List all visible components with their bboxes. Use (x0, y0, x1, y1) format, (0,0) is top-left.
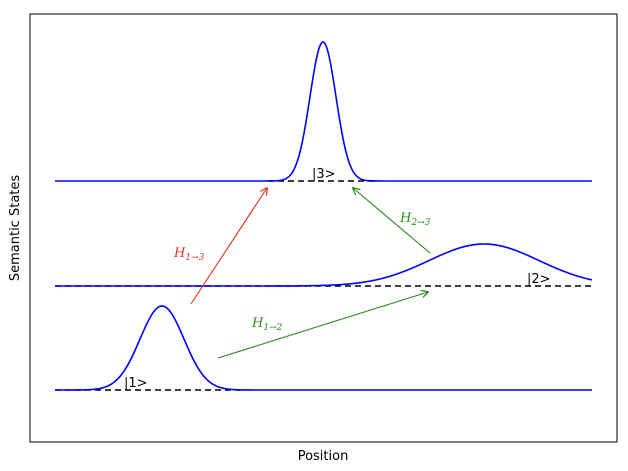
state-2-label: |2> (527, 272, 551, 287)
y-axis-label: Semantic States (8, 175, 23, 282)
transition-1-3-label: H1→3 (173, 246, 205, 263)
x-axis-label: Position (298, 449, 349, 464)
transition-1-2-arrow (217, 292, 428, 359)
plot-frame (29, 13, 618, 443)
state-2-wavefunction-curve (55, 243, 593, 287)
transition-1-2-label: H1→2 (251, 316, 283, 333)
state-3-label: |3> (312, 167, 336, 182)
transition-2-3-label: H2→3 (399, 211, 431, 228)
transition-2-3-arrow (353, 188, 431, 254)
state-1-wavefunction-curve (55, 305, 592, 391)
state-1-label: |1> (124, 376, 148, 391)
state-3-wavefunction-curve (55, 41, 592, 182)
transition-1-3-arrow (190, 188, 267, 305)
